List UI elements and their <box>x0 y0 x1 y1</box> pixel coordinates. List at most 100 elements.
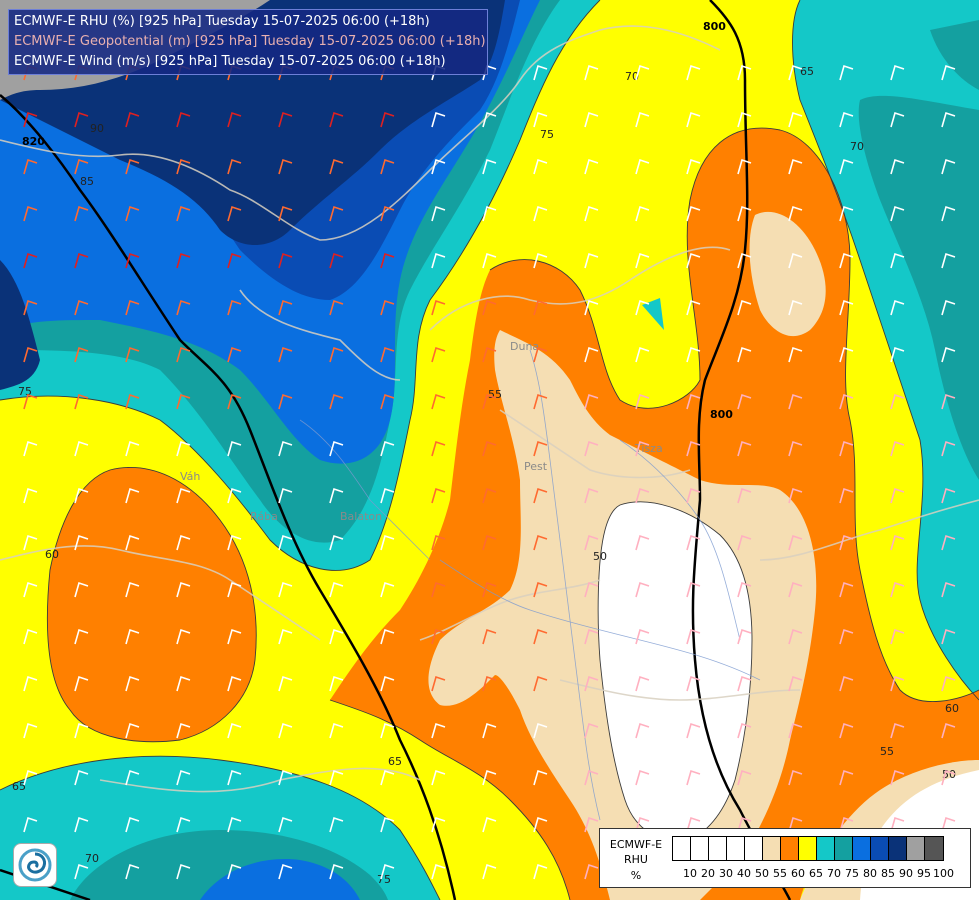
wind-barb-icon <box>584 581 599 598</box>
wind-barb-icon <box>890 816 905 833</box>
wind-barb-icon <box>431 628 446 645</box>
wind-barb-icon <box>278 581 293 598</box>
wind-barb-icon <box>686 816 701 833</box>
wind-barb-icon <box>839 487 854 504</box>
wind-barb-icon <box>482 863 497 880</box>
wind-barb-icon <box>23 487 38 504</box>
wind-barb-icon <box>176 628 191 645</box>
wind-barb-icon <box>278 487 293 504</box>
legend-tick-label: 80 <box>863 867 877 880</box>
wind-barb-icon <box>278 722 293 739</box>
wind-barb-icon <box>737 534 752 551</box>
wind-barb-icon <box>635 346 650 363</box>
place-label-tisza: Tisza <box>634 442 663 455</box>
wind-barb-icon <box>125 628 140 645</box>
legend-title: ECMWF-E RHU <box>602 837 670 867</box>
wind-barb-icon <box>23 722 38 739</box>
wind-barb-icon <box>176 675 191 692</box>
wind-barb-icon <box>431 205 446 222</box>
wind-barb-icon <box>533 299 548 316</box>
geopotential-label: 800 <box>710 408 733 421</box>
place-labels: Pest Tisza Duna Váh Rába Balaton <box>180 340 663 523</box>
wind-barb-icon <box>329 722 344 739</box>
title-geopotential: ECMWF-E Geopotential (m) [925 hPa] Tuesd… <box>14 34 486 49</box>
geopotential-label: 820 <box>22 135 45 148</box>
wind-barb-icon <box>533 722 548 739</box>
wind-barb-icon <box>74 111 89 128</box>
wind-barb-icon <box>482 440 497 457</box>
wind-barb-icon <box>533 158 548 175</box>
contour-label: 50 <box>593 550 607 563</box>
wind-barb-icon <box>227 628 242 645</box>
wind-barb-icon <box>533 393 548 410</box>
wind-barb-icon <box>380 440 395 457</box>
legend-tick-label: 100 <box>933 867 954 880</box>
wind-barb-icon <box>533 346 548 363</box>
wind-barb-icon <box>278 769 293 786</box>
wind-barb-icon <box>788 722 803 739</box>
rhu-55-northeast <box>749 211 826 337</box>
wind-barb-icon <box>176 346 191 363</box>
wind-barb-icon <box>941 158 956 175</box>
wind-barb-icon <box>227 205 242 222</box>
wind-barb-icon <box>890 346 905 363</box>
contour-label: 85 <box>80 175 94 188</box>
wind-barb-icon <box>329 346 344 363</box>
wind-barb-icon <box>890 534 905 551</box>
wind-barb-icon <box>227 393 242 410</box>
wind-barb-icon <box>635 722 650 739</box>
wind-barb-icon <box>890 252 905 269</box>
wind-barb-icon <box>941 769 956 786</box>
wind-barb-icon <box>278 816 293 833</box>
wind-barb-icon <box>686 440 701 457</box>
wind-barb-icon <box>227 675 242 692</box>
wind-barb-icon <box>176 205 191 222</box>
legend-swatch <box>673 837 691 860</box>
legend-title-line2: RHU <box>624 853 648 866</box>
wind-barb-icon <box>737 158 752 175</box>
wind-barb-icon <box>737 111 752 128</box>
legend-swatch <box>835 837 853 860</box>
wind-barb-icon <box>788 346 803 363</box>
wind-barb-icon <box>941 393 956 410</box>
wind-barb-icon <box>482 769 497 786</box>
rhu-70-east-edge <box>935 560 979 660</box>
wind-barb-icon <box>23 675 38 692</box>
rhu-75-ne-corner <box>930 20 979 90</box>
wind-barb-icon <box>533 111 548 128</box>
wind-barb-icon <box>380 299 395 316</box>
wind-barb-icon <box>227 299 242 316</box>
wind-barb-icon <box>278 393 293 410</box>
contour-label: 65 <box>12 780 26 793</box>
wind-barb-icon <box>635 393 650 410</box>
legend-tick-label: 55 <box>773 867 787 880</box>
wind-barb-icon <box>890 205 905 222</box>
wind-barb-icon <box>737 628 752 645</box>
wind-barb-icon <box>23 581 38 598</box>
wind-barb-icon <box>533 816 548 833</box>
legend-swatch <box>709 837 727 860</box>
wind-barb-icon <box>176 534 191 551</box>
wind-barb-icon <box>482 722 497 739</box>
wind-barb-icon <box>125 675 140 692</box>
wind-barb-icon <box>125 440 140 457</box>
wind-barb-icon <box>839 205 854 222</box>
wind-barb-icon <box>380 675 395 692</box>
wind-barb-icon <box>482 816 497 833</box>
contour-label: 55 <box>488 388 502 401</box>
wind-barb-icon <box>278 534 293 551</box>
legend-tick-label: 60 <box>791 867 805 880</box>
wind-barb-icon <box>329 111 344 128</box>
legend-tick-label: 90 <box>899 867 913 880</box>
wind-barb-icon <box>941 346 956 363</box>
legend-swatch <box>781 837 799 860</box>
wind-barb-icon <box>686 581 701 598</box>
wind-barb-icon <box>176 863 191 880</box>
wind-barb-icon <box>788 64 803 81</box>
legend-tick-label: 30 <box>719 867 733 880</box>
wind-barb-icon <box>737 252 752 269</box>
legend-swatch <box>907 837 925 860</box>
place-label-raba: Rába <box>250 510 278 523</box>
wind-barb-icon <box>941 534 956 551</box>
rhu-60-west <box>47 467 257 742</box>
